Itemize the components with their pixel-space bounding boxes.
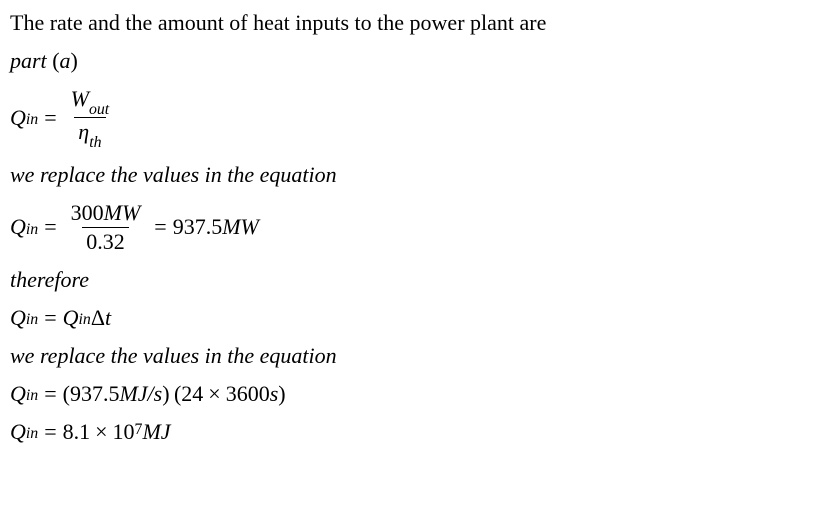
denominator: 0.32	[82, 227, 129, 255]
value: 8.1	[63, 419, 91, 445]
sub-in: in	[26, 311, 38, 329]
sub-out: out	[89, 101, 109, 118]
numerator: Wout	[67, 86, 114, 117]
paren-open: (	[174, 381, 181, 407]
times: ×	[95, 419, 107, 445]
unit-MW: MW	[104, 200, 141, 225]
sub-th: th	[89, 134, 101, 151]
var-Q: Q	[10, 419, 26, 445]
equals: =	[44, 419, 56, 445]
equals: =	[44, 305, 56, 331]
value: 937.5	[173, 214, 223, 240]
value: 24	[181, 381, 203, 407]
var-Q: Q	[63, 305, 79, 331]
var-eta: η	[78, 119, 89, 144]
part-label: part	[10, 48, 47, 74]
text-line: part (a)	[10, 48, 827, 74]
delta: Δ	[91, 305, 105, 331]
text-line: we replace the values in the equation	[10, 343, 827, 369]
paren-open: (	[63, 381, 70, 407]
unit-s: s	[154, 381, 163, 407]
part-id: a	[60, 48, 71, 74]
text-line: Qin=QinΔt	[10, 305, 827, 331]
equals: =	[44, 381, 56, 407]
unit-M: M	[142, 419, 160, 445]
text-line: Qin = 8.1×107MJ	[10, 419, 827, 445]
text-line: we replace the values in the equation	[10, 162, 827, 188]
paren-open: (	[52, 48, 59, 74]
text-line: The rate and the amount of heat inputs t…	[10, 10, 827, 36]
paren-close: )	[278, 381, 285, 407]
sub-in: in	[26, 221, 38, 239]
value: 300	[71, 200, 104, 225]
value: 937.5	[70, 381, 120, 407]
paren-close: )	[71, 48, 78, 74]
unit-MW: MW	[222, 214, 259, 240]
var-W: W	[71, 86, 89, 111]
var-Q: Q	[10, 381, 26, 407]
numerator: 300MW	[67, 200, 145, 227]
note-text: we replace the values in the equation	[10, 343, 337, 369]
var-Q: Q	[10, 105, 26, 131]
equals: =	[44, 214, 56, 240]
sub-in: in	[79, 311, 91, 329]
note-text: therefore	[10, 267, 89, 293]
text-line: therefore	[10, 267, 827, 293]
base: 10	[113, 419, 135, 445]
value: 0.32	[86, 229, 125, 254]
exponent: 7	[135, 421, 143, 439]
text-line: Qin=300MW0.32=937.5MW	[10, 200, 827, 255]
var-Q: Q	[10, 214, 26, 240]
unit-M: M	[119, 381, 137, 407]
sub-in: in	[26, 111, 38, 129]
fraction: Woutηth	[67, 86, 114, 150]
equals: =	[44, 105, 56, 131]
sub-in: in	[26, 387, 38, 405]
var-Q: Q	[10, 305, 26, 331]
unit-s: s	[270, 381, 279, 407]
times: ×	[208, 381, 220, 407]
fraction: 300MW0.32	[67, 200, 145, 255]
note-text: we replace the values in the equation	[10, 162, 337, 188]
denominator: ηth	[74, 117, 105, 149]
var-t: t	[105, 305, 111, 331]
sub-in: in	[26, 425, 38, 443]
value: 3600	[226, 381, 270, 407]
unit-J: J	[161, 419, 171, 445]
equals: =	[154, 214, 166, 240]
text-line: Qin=(937.5MJ/s) (24×3600s)	[10, 381, 827, 407]
paren-close: )	[162, 381, 169, 407]
intro-text: The rate and the amount of heat inputs t…	[10, 10, 546, 36]
text-line: Qin = Woutηth	[10, 86, 827, 150]
unit-J: J	[138, 381, 148, 407]
